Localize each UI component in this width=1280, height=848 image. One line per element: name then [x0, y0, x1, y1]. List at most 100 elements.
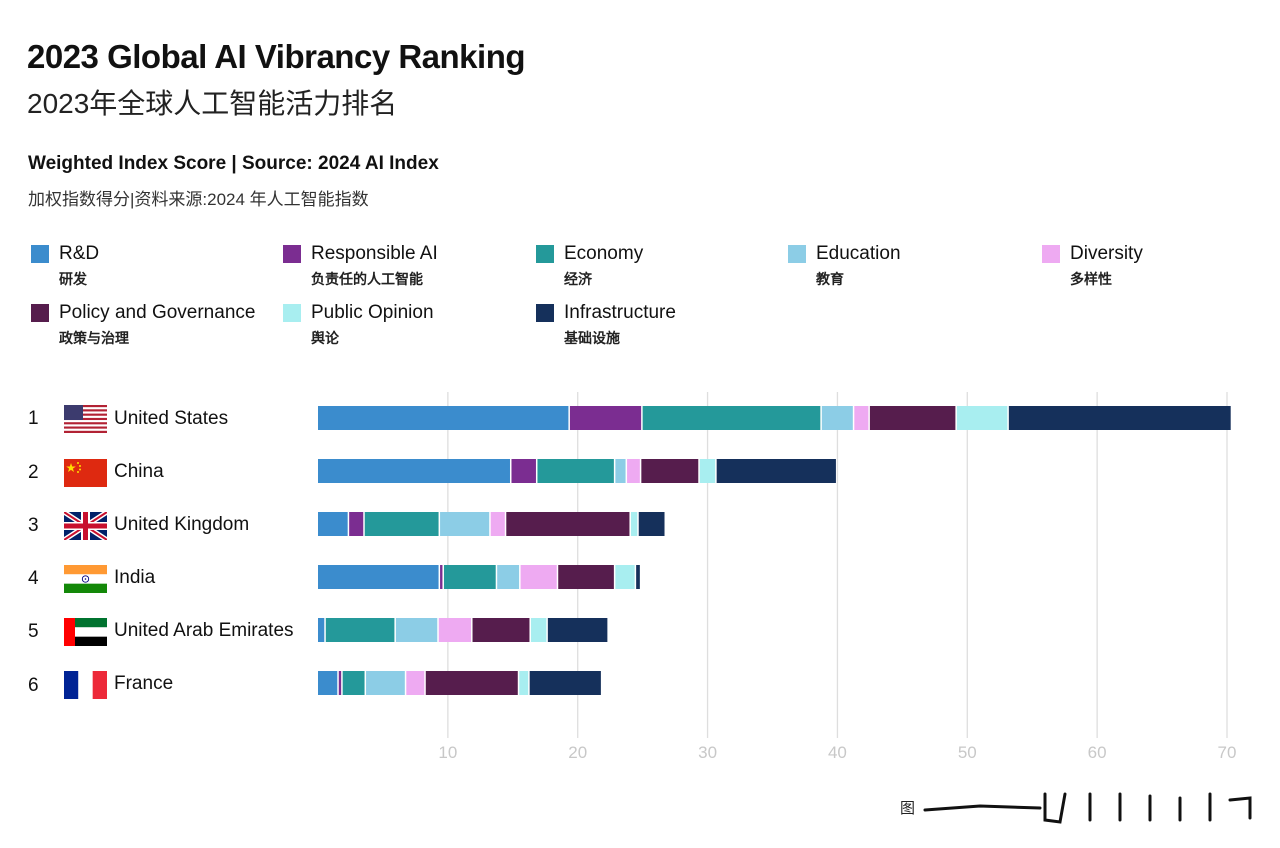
bar-segment: [366, 671, 405, 695]
legend-label-zh: 负责任的人工智能: [311, 271, 423, 287]
legend-label-zh: 政策与治理: [59, 330, 129, 346]
legend-swatch: [536, 304, 554, 322]
bar-segment: [511, 459, 536, 483]
legend-swatch: [31, 245, 49, 263]
bar-segment: [638, 512, 665, 536]
row-rank: 3: [28, 515, 39, 536]
bar-segment: [519, 671, 529, 695]
bar-segment: [547, 618, 608, 642]
legend-label: R&D: [59, 243, 100, 264]
bar-segment: [716, 459, 836, 483]
legend-label: Public Opinion: [311, 302, 434, 323]
row-country-name: China: [114, 461, 164, 482]
us-flag-icon: [64, 405, 107, 433]
france-flag-icon: [64, 671, 107, 699]
bar-segment: [318, 565, 439, 589]
chart-subtitle-zh: 加权指数得分|资料来源:2024 年人工智能指数: [28, 190, 369, 209]
legend-label-zh: 舆论: [311, 330, 339, 346]
bar-segment: [569, 406, 642, 430]
row-rank: 1: [28, 408, 39, 429]
bar-segment: [869, 406, 956, 430]
legend-label-zh: 基础设施: [564, 330, 620, 346]
bar-segment: [497, 565, 520, 589]
bar-segment: [318, 459, 510, 483]
row-country-name: United Arab Emirates: [114, 620, 294, 641]
bar-segment: [956, 406, 1008, 430]
chart-title: 2023 Global AI Vibrancy Ranking: [27, 38, 526, 75]
x-tick-label: 10: [438, 743, 457, 762]
bar-segment: [490, 512, 505, 536]
bar-segment: [641, 459, 699, 483]
bar-segment: [529, 671, 601, 695]
watermark-scribble: [923, 792, 1252, 824]
bar-segment: [530, 618, 547, 642]
chart-subtitle: Weighted Index Score | Source: 2024 AI I…: [28, 153, 439, 174]
bar-segment: [630, 512, 638, 536]
row-rank: 6: [28, 675, 39, 696]
bar-segment: [615, 459, 626, 483]
bar-segment: [325, 618, 395, 642]
bar-segment: [318, 618, 325, 642]
bar-segment: [506, 512, 630, 536]
bar-segment: [636, 565, 640, 589]
bar-segment: [520, 565, 557, 589]
bar-segment: [440, 512, 490, 536]
bar-segment: [627, 459, 640, 483]
legend-swatch: [788, 245, 806, 263]
bar-segment: [406, 671, 425, 695]
bar-segment: [1008, 406, 1231, 430]
legend-label: Diversity: [1070, 243, 1143, 264]
bar-segment: [425, 671, 518, 695]
row-rank: 2: [28, 462, 39, 483]
bar-segment: [395, 618, 438, 642]
legend-label: Education: [816, 243, 901, 264]
bar-segment: [349, 512, 364, 536]
bar-segment: [318, 671, 338, 695]
legend-label-zh: 多样性: [1070, 271, 1112, 287]
legend-label: Infrastructure: [564, 302, 676, 323]
x-tick-label: 40: [828, 743, 847, 762]
row-country-name: United States: [114, 408, 229, 429]
legend-label: Responsible AI: [311, 243, 438, 264]
bar-segment: [318, 406, 569, 430]
bar-segment: [642, 406, 821, 430]
legend-label-zh: 经济: [564, 271, 592, 287]
india-flag-icon: [64, 565, 107, 593]
legend-swatch: [536, 245, 554, 263]
x-tick-label: 70: [1218, 743, 1237, 762]
x-tick-label: 60: [1088, 743, 1107, 762]
bar-segment: [338, 671, 342, 695]
legend-swatch: [283, 304, 301, 322]
row-rank: 5: [28, 621, 39, 642]
bar-segment: [438, 618, 472, 642]
bar-segment: [472, 618, 530, 642]
chart-title-zh: 2023年全球人工智能活力排名: [27, 88, 398, 119]
bar-segment: [821, 406, 853, 430]
bar-segment: [854, 406, 869, 430]
bar-segment: [558, 565, 614, 589]
legend-label: Economy: [564, 243, 644, 264]
uae-flag-icon: [64, 618, 107, 646]
x-tick-label: 30: [698, 743, 717, 762]
legend-label-zh: 研发: [59, 271, 87, 287]
x-tick-label: 50: [958, 743, 977, 762]
legend-label-zh: 教育: [816, 271, 844, 287]
legend-swatch: [31, 304, 49, 322]
legend-swatch: [283, 245, 301, 263]
x-tick-label: 20: [568, 743, 587, 762]
bar-segment: [615, 565, 635, 589]
legend-swatch: [1042, 245, 1060, 263]
row-rank: 4: [28, 568, 39, 589]
legend-label: Policy and Governance: [59, 302, 256, 323]
bar-segment: [443, 565, 496, 589]
bar-segment: [342, 671, 365, 695]
bar-segment: [537, 459, 614, 483]
bar-segment: [699, 459, 716, 483]
uk-flag-icon: [64, 512, 107, 540]
bar-segment: [318, 512, 348, 536]
row-country-name: United Kingdom: [114, 514, 250, 535]
footer-note: 图: [900, 800, 916, 817]
china-flag-icon: [64, 459, 107, 487]
row-country-name: France: [114, 673, 174, 694]
